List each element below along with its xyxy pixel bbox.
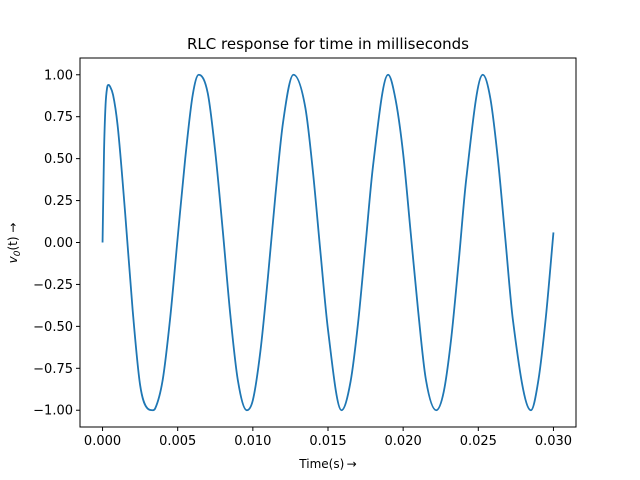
x-axis-label: Time(s) →: [298, 457, 356, 471]
axes-background: [80, 58, 576, 427]
x-tick-label: 0.020: [385, 434, 422, 449]
x-tick-label: 0.000: [84, 434, 121, 449]
y-tick-label: 0.00: [44, 236, 73, 251]
y-tick-label: 1.00: [44, 68, 73, 83]
x-tick-label: 0.010: [234, 434, 271, 449]
y-tick-label: 0.50: [44, 152, 73, 167]
chart-title: RLC response for time in milliseconds: [187, 35, 469, 53]
series-line-0: [101, 73, 555, 412]
y-tick-label: 0.75: [44, 110, 73, 125]
plot-area: [79, 57, 577, 428]
x-tick-label: 0.030: [535, 434, 572, 449]
x-axis: 0.000 0.005 0.010 0.015 0.020 0.025 0.030: [84, 427, 572, 449]
x-tick-label: 0.005: [159, 434, 196, 449]
y-tick-label: −0.25: [33, 278, 73, 293]
y-axis: −1.00 −0.75 −0.50 −0.25 0.00 0.25 0.50 0.75 1.00: [33, 68, 80, 419]
x-tick-label: 0.015: [309, 434, 346, 449]
y-tick-label: −0.75: [33, 362, 73, 377]
y-axis-label: v0(t) →: [6, 223, 23, 264]
y-axis-label-sub: 0: [13, 250, 23, 256]
y-tick-label: −0.50: [33, 320, 73, 335]
y-tick-label: −1.00: [33, 404, 73, 419]
x-tick-label: 0.025: [460, 434, 497, 449]
y-tick-label: 0.25: [44, 194, 73, 209]
y-axis-label-main: v: [6, 255, 20, 263]
y-axis-label-rest: (t) →: [6, 223, 20, 251]
